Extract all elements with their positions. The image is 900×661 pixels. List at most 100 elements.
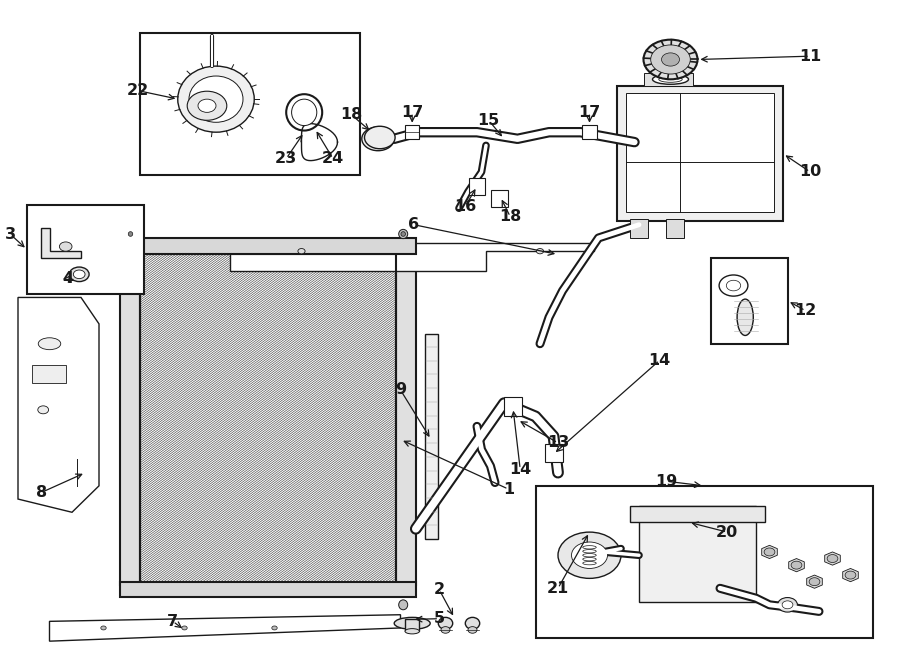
Text: 22: 22 [127,83,148,98]
Bar [32,365,66,383]
Circle shape [644,40,698,79]
Text: 8: 8 [36,485,47,500]
Text: 17: 17 [579,105,600,120]
Bar [666,219,684,238]
Bar [469,178,485,195]
Text: 14: 14 [649,353,670,368]
Circle shape [572,542,608,568]
Ellipse shape [441,627,450,633]
Circle shape [364,126,395,149]
Bar [405,619,419,631]
Ellipse shape [399,229,408,239]
Bar [630,219,648,238]
Circle shape [726,280,741,291]
Polygon shape [302,124,338,161]
Ellipse shape [583,546,596,549]
Ellipse shape [737,299,753,335]
Ellipse shape [468,627,477,633]
Text: 4: 4 [62,272,73,286]
Bar [140,254,396,585]
Circle shape [827,555,838,563]
Text: 7: 7 [167,614,178,629]
Text: 18: 18 [340,107,362,122]
Ellipse shape [438,617,453,629]
Circle shape [558,532,621,578]
Bar [711,258,788,344]
Polygon shape [806,575,823,588]
Circle shape [651,45,690,74]
Text: 13: 13 [547,436,569,450]
Circle shape [272,626,277,630]
Circle shape [101,626,106,630]
Text: 3: 3 [5,227,16,242]
Ellipse shape [583,562,596,564]
Circle shape [198,99,216,112]
Ellipse shape [659,77,682,83]
Text: 2: 2 [434,582,445,597]
Polygon shape [40,228,81,258]
Circle shape [362,127,394,151]
Bar [626,93,774,212]
Ellipse shape [128,231,133,236]
Bar [630,506,765,522]
Ellipse shape [405,629,419,634]
Text: 21: 21 [547,581,569,596]
Bar [616,86,783,221]
Circle shape [182,626,187,630]
Polygon shape [230,243,594,271]
Circle shape [298,249,305,254]
Ellipse shape [39,338,61,350]
Text: 18: 18 [500,210,521,224]
Text: 10: 10 [799,165,821,179]
Bar [504,397,522,416]
Bar [120,238,416,254]
Bar [536,486,873,638]
Circle shape [662,53,680,66]
Text: 19: 19 [655,474,677,488]
Bar [405,125,419,139]
Circle shape [845,571,856,579]
Ellipse shape [292,99,317,126]
Ellipse shape [69,267,89,282]
Ellipse shape [189,76,243,122]
Bar [425,334,438,539]
Ellipse shape [286,94,322,131]
Text: 9: 9 [395,383,406,397]
Ellipse shape [583,558,596,561]
Circle shape [369,132,387,145]
Ellipse shape [38,406,49,414]
Bar [120,582,416,597]
Text: 1: 1 [503,482,514,496]
Bar [140,254,396,585]
Ellipse shape [178,66,254,132]
Ellipse shape [400,231,405,236]
Ellipse shape [465,617,480,629]
Ellipse shape [73,270,85,278]
Bar [644,73,693,86]
Text: 12: 12 [795,303,816,318]
Ellipse shape [782,601,793,609]
Polygon shape [788,559,805,572]
Text: 17: 17 [401,105,423,120]
Polygon shape [50,615,400,641]
Text: 5: 5 [434,611,445,626]
Text: 11: 11 [799,49,821,63]
Circle shape [719,275,748,296]
Text: 24: 24 [322,151,344,166]
Polygon shape [18,297,99,512]
Text: 20: 20 [716,525,738,539]
Bar [27,205,144,294]
Polygon shape [824,552,841,565]
Polygon shape [842,568,859,582]
Text: 14: 14 [509,462,531,477]
Text: 23: 23 [275,151,297,166]
Circle shape [764,548,775,556]
Bar [120,254,140,585]
Ellipse shape [394,617,430,629]
Ellipse shape [126,229,135,239]
Polygon shape [761,545,778,559]
Bar [140,33,360,175]
Ellipse shape [778,598,797,612]
Ellipse shape [399,600,408,609]
Bar [396,254,416,585]
